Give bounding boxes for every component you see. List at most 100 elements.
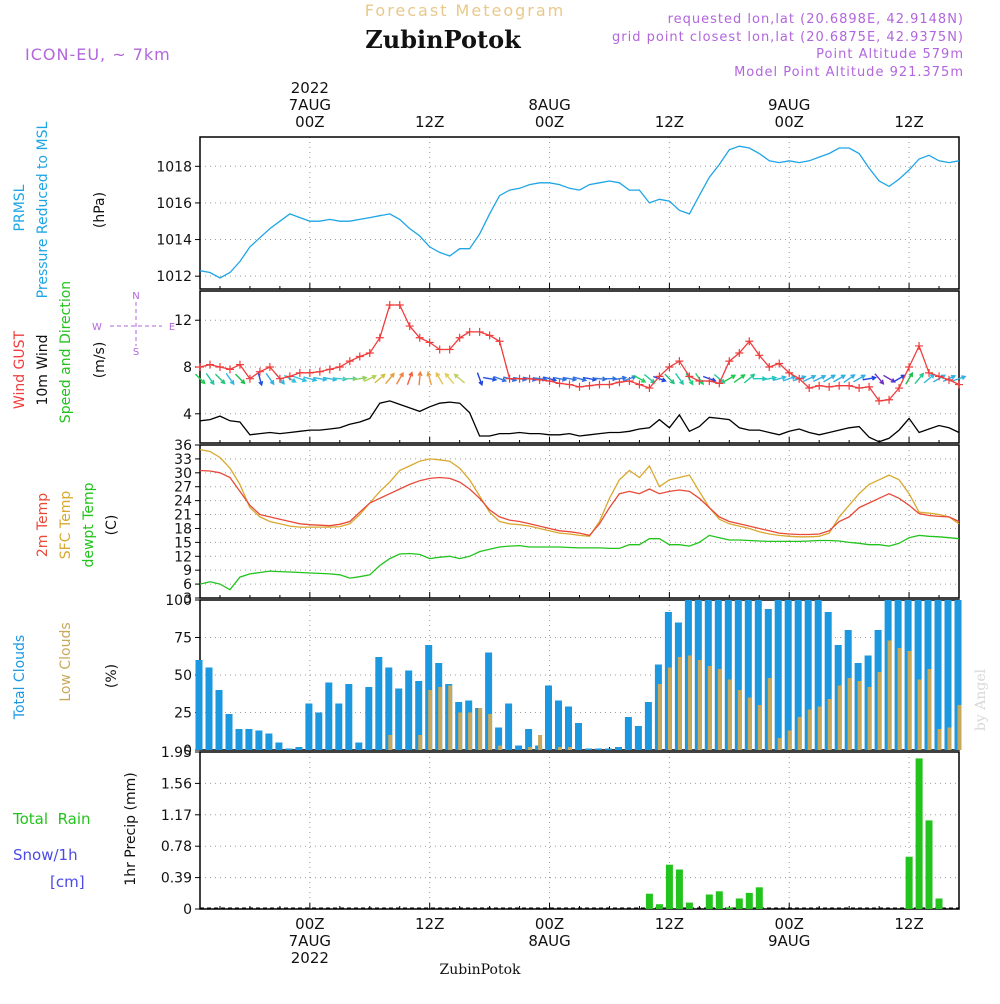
wind-point — [735, 348, 744, 357]
wind-point — [725, 357, 734, 366]
clouds-total-bar — [315, 712, 323, 750]
clouds-unit: (%) — [104, 664, 120, 688]
clouds-ytick-label: 25 — [174, 706, 192, 722]
clouds-low-bar — [498, 745, 503, 750]
pressure-ytick-label: 1012 — [156, 269, 192, 285]
wind-point — [415, 333, 424, 342]
clouds-total-bar — [275, 742, 283, 750]
clouds-total-label: Total Clouds — [12, 635, 28, 720]
clouds-low-label: Low Clouds — [58, 622, 74, 701]
wind-arrow — [214, 373, 226, 385]
clouds-low-bar — [488, 714, 493, 750]
wind-point — [955, 380, 963, 389]
precip-ytick-label: 0.39 — [161, 871, 192, 887]
wind-arrow — [493, 375, 508, 383]
product-title: Forecast Meteogram — [365, 1, 565, 20]
clouds-total-bar — [784, 600, 792, 750]
precip-frame — [199, 751, 960, 910]
clouds-total-bar — [595, 748, 602, 750]
clouds-low-bar — [538, 735, 543, 750]
clouds-low-bar — [887, 640, 892, 750]
clouds-total-bar — [405, 670, 413, 750]
compass-w: W — [92, 322, 102, 333]
clouds-low-bar — [448, 685, 453, 750]
clouds-total-bar — [325, 682, 333, 750]
precip-rain-bar — [655, 904, 663, 909]
wind-point — [345, 357, 354, 366]
clouds-total-bar — [954, 600, 962, 750]
clouds-total-bar — [754, 600, 762, 750]
precip-rain-bar — [685, 902, 693, 909]
wind-point — [315, 367, 324, 376]
clouds-low-bar — [707, 666, 712, 750]
wind-arrow — [862, 375, 877, 381]
clouds-total-bar — [295, 747, 303, 750]
precip-cm-label: [cm] — [50, 873, 85, 891]
wind-point — [495, 337, 504, 346]
compass-e: E — [169, 322, 175, 333]
clouds-total-bar — [395, 688, 403, 750]
clouds-total-bar — [225, 714, 233, 750]
precip-rain-bars — [645, 758, 943, 909]
time-label-bottom: 12Z — [894, 915, 923, 933]
clouds-total-bar — [814, 600, 822, 750]
clouds-low-bar — [428, 690, 433, 750]
closest-coords: grid point closest lon,lat (20.6875E, 42… — [612, 30, 964, 45]
wind-point — [485, 331, 494, 340]
time-label-top: 2022 — [291, 79, 329, 97]
clouds-total-bar — [615, 747, 622, 750]
wind-arrow — [444, 372, 455, 385]
clouds-total-bar — [605, 748, 612, 750]
clouds-ytick-label: 50 — [174, 668, 192, 684]
wind-point — [215, 363, 224, 371]
clouds-total-bar — [634, 726, 642, 750]
precip-rain-bar — [675, 869, 683, 909]
clouds-low-bar — [677, 657, 682, 750]
clouds-total-bar — [245, 729, 253, 750]
wind-arrow — [205, 372, 215, 386]
wind-point — [695, 377, 704, 386]
time-label-top: 8AUG — [528, 96, 570, 114]
wind-point — [685, 372, 694, 381]
clouds-total-bar — [934, 600, 942, 750]
wind-arrow — [883, 374, 896, 383]
temp-ytick-label: 15 — [174, 535, 192, 551]
precip-rain-bar — [665, 864, 673, 909]
wind-arrow — [426, 370, 433, 386]
precip-rain-bar — [645, 893, 653, 909]
wind-point — [625, 377, 634, 386]
clouds-low-bar — [737, 690, 742, 750]
clouds-low-bar — [847, 678, 852, 750]
wind-point — [875, 396, 884, 405]
pressure-panel: 1012 1014 1016 1018 — [156, 136, 960, 290]
wind-point — [305, 368, 314, 377]
pressure-label-prmsl: PRMSL — [12, 184, 28, 231]
wind-arrow — [293, 375, 308, 383]
clouds-low-bar — [917, 679, 922, 750]
wind-point — [505, 374, 514, 383]
clouds-low-bar — [957, 705, 962, 750]
wind-point — [775, 359, 784, 368]
wind-arrow — [803, 375, 817, 383]
precip-snow-label: Snow/1h — [13, 846, 78, 864]
wind-arrow — [385, 372, 395, 385]
wind-point — [575, 382, 584, 391]
wind-arrow — [225, 372, 235, 386]
wind-point — [825, 382, 834, 391]
wind-point — [375, 333, 384, 342]
precip-ytick-label: 1.56 — [161, 776, 192, 792]
wind-point — [805, 384, 814, 393]
precip-panel: 0 0.39 0.78 1.17 1.56 1.95 — [161, 745, 960, 918]
time-label-bottom: 12Z — [415, 915, 444, 933]
pressure-ytick-label: 1016 — [156, 196, 192, 212]
wind-arrow — [353, 375, 368, 381]
wind-point — [675, 357, 684, 366]
wind-arrow — [713, 373, 726, 384]
clouds-low-bar — [877, 672, 882, 750]
wind-point — [865, 382, 874, 391]
wind-point — [715, 379, 724, 388]
clouds-low-bar — [907, 651, 912, 750]
temp-ytick-label: 21 — [174, 508, 192, 524]
wind-point — [295, 368, 304, 377]
